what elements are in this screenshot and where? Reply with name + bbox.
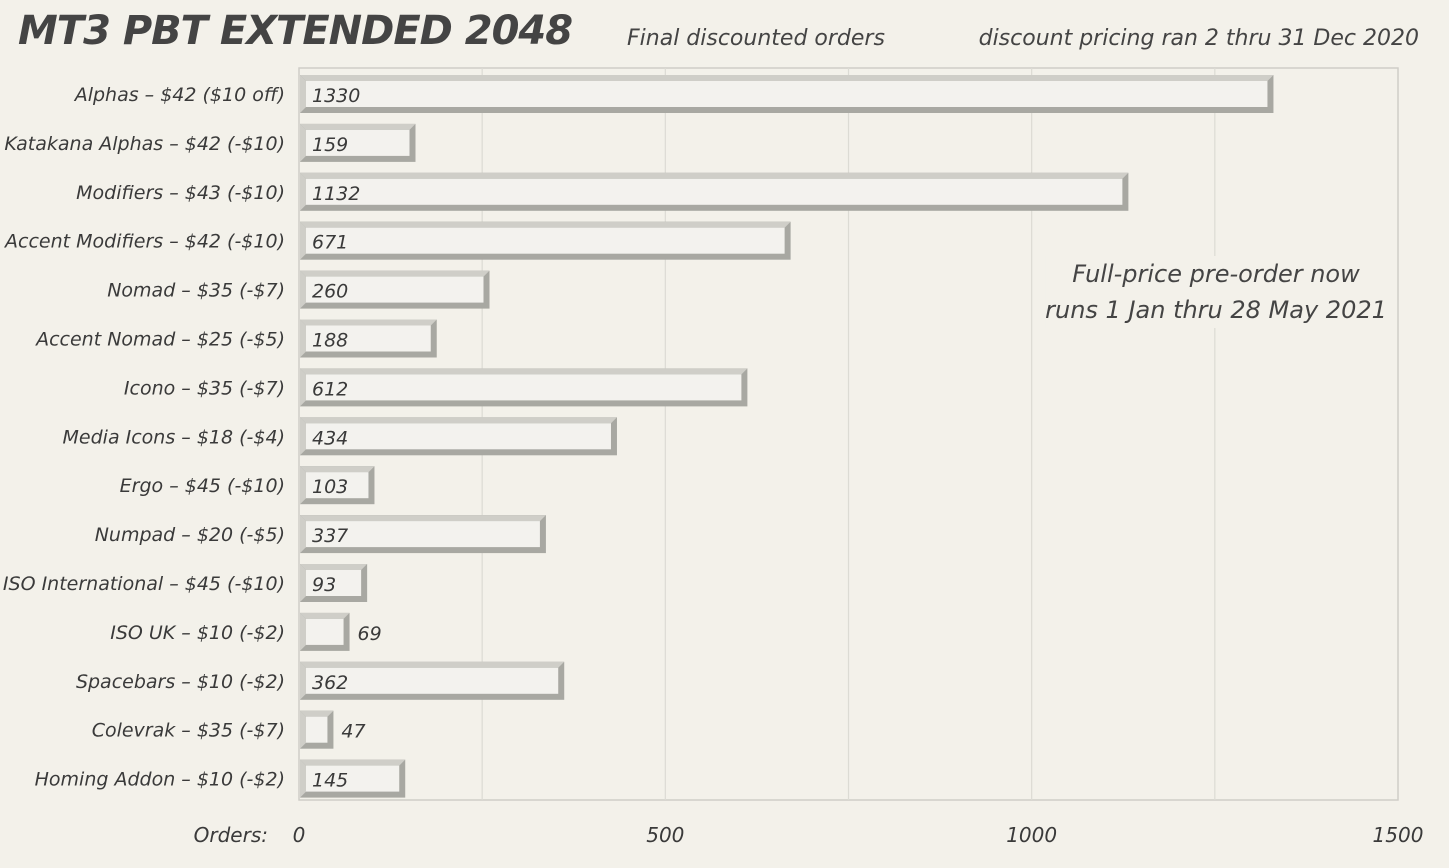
category-label: Nomad – $35 (-$7) — [107, 280, 285, 302]
bar-face — [306, 667, 559, 694]
bar-bevel-top — [300, 368, 748, 375]
bar-bevel-top — [300, 612, 350, 619]
bar-face — [306, 765, 400, 792]
category-label: ISO UK – $10 (-$2) — [110, 622, 285, 644]
x-tick-label: 0 — [293, 823, 306, 847]
bar-bevel-left — [300, 368, 306, 407]
value-label: 362 — [312, 672, 348, 694]
discount-note: discount pricing ran 2 thru 31 Dec 2020 — [978, 26, 1419, 51]
value-label: 159 — [312, 134, 348, 156]
bar-bevel-top — [300, 172, 1129, 179]
bar-bevel-top — [300, 710, 334, 717]
chart-subtitle: Final discounted orders — [627, 26, 885, 51]
annotation-line-2: runs 1 Jan thru 28 May 2021 — [1045, 296, 1387, 324]
bar-bevel-top — [300, 564, 368, 570]
bar-face — [306, 716, 328, 743]
x-axis-label: Orders: — [194, 823, 268, 847]
bar-face — [306, 129, 410, 156]
bar-bevel-left — [300, 515, 306, 554]
bar-bevel-top — [300, 270, 490, 277]
bar-bevel-left — [300, 759, 306, 798]
value-label: 337 — [312, 525, 348, 547]
bar-bevel-top — [300, 123, 416, 130]
bar-face — [306, 570, 362, 596]
bar-bevel-top — [300, 515, 546, 522]
bar-bevel-left — [300, 417, 306, 456]
bar-face — [306, 81, 1268, 107]
bar-bevel-top — [300, 759, 406, 766]
bar-face — [306, 227, 785, 254]
bar-bevel-left — [300, 270, 306, 309]
value-label: 103 — [312, 476, 348, 498]
annotation-line-1: Full-price pre-order now — [1072, 260, 1360, 288]
value-label: 671 — [312, 232, 348, 254]
bar-bevel-left — [300, 564, 306, 602]
bar-bevel-left — [300, 75, 306, 113]
value-label: 69 — [358, 623, 382, 645]
x-tick-label: 1000 — [1006, 823, 1057, 847]
bar-face — [306, 618, 344, 645]
category-label: Media Icons – $18 (-$4) — [63, 426, 285, 448]
x-tick-label: 1500 — [1373, 823, 1424, 847]
category-label: Colevrak – $35 (-$7) — [92, 720, 285, 742]
value-label: 93 — [312, 574, 336, 596]
bar-bevel-left — [300, 319, 306, 358]
bar-bevel-top — [300, 319, 437, 326]
value-label: 260 — [312, 281, 348, 303]
bar-face — [306, 423, 611, 450]
bar-face — [306, 521, 540, 548]
bar-face — [306, 325, 431, 352]
bar-face — [306, 374, 742, 401]
bar-bevel-left — [300, 123, 306, 162]
value-label: 145 — [312, 770, 348, 792]
value-label: 188 — [312, 330, 348, 352]
bar-bevel-left — [300, 466, 306, 505]
value-label: 434 — [312, 427, 348, 449]
bar-bevel-top — [300, 466, 375, 473]
bar-face — [306, 178, 1123, 205]
bar-bevel-top — [300, 661, 565, 668]
preorder-annotation: Full-price pre-order now runs 1 Jan thru… — [1045, 256, 1387, 328]
bar-face — [306, 472, 369, 499]
category-label: Spacebars – $10 (-$2) — [76, 671, 285, 693]
chart-title: MT3 PBT EXTENDED 2048 — [18, 8, 573, 54]
bar-bevel-left — [300, 661, 306, 700]
bar-bevel-top — [300, 417, 617, 424]
bar-bevel-top — [300, 75, 1274, 81]
value-label: 1330 — [312, 85, 360, 107]
bar-bevel-left — [300, 612, 306, 651]
category-label: ISO International – $45 (-$10) — [3, 573, 285, 595]
bar-bevel-left — [300, 221, 306, 260]
category-label: Ergo – $45 (-$10) — [120, 475, 285, 497]
category-label: Alphas – $42 ($10 off) — [73, 84, 285, 106]
category-label: Katakana Alphas – $42 (-$10) — [4, 133, 285, 155]
category-label: Accent Modifiers – $42 (-$10) — [3, 231, 285, 253]
bar-bevel-left — [300, 172, 306, 211]
bar-bevel-left — [300, 710, 306, 749]
value-label: 612 — [312, 378, 348, 400]
value-label: 1132 — [312, 183, 360, 205]
category-label: Homing Addon – $10 (-$2) — [35, 769, 285, 791]
category-label: Icono – $35 (-$7) — [124, 377, 285, 399]
x-tick-label: 500 — [646, 823, 684, 847]
bar-bevel-top — [300, 221, 791, 228]
category-label: Numpad – $20 (-$5) — [95, 524, 285, 546]
bar-face — [306, 276, 484, 303]
category-label: Modifiers – $43 (-$10) — [76, 182, 285, 204]
value-label: 47 — [341, 721, 365, 743]
category-label: Accent Nomad – $25 (-$5) — [34, 329, 285, 351]
